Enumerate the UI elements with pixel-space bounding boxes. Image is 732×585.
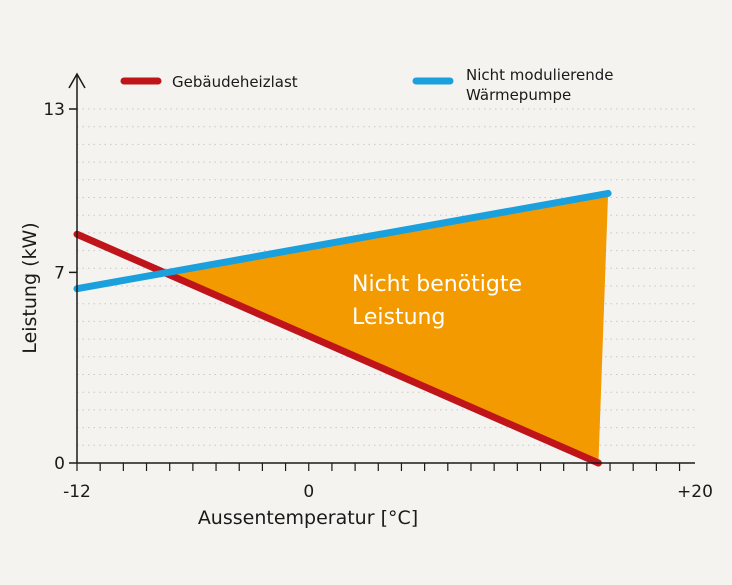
x-tick-label-0: -12 — [63, 482, 91, 502]
x-tick-label-1: 0 — [303, 482, 314, 502]
y-tick-label-1: 7 — [54, 263, 65, 283]
legend-label-heat-load: Gebäudeheizlast — [172, 73, 298, 91]
y-axis-arrow — [68, 72, 86, 89]
y-axis-title: Leistung (kW) — [19, 222, 41, 353]
axes — [68, 72, 695, 471]
legend: Gebäudeheizlast Nicht modulierende Wärme… — [120, 66, 614, 104]
x-axis-title: Aussentemperatur [°C] — [198, 507, 418, 529]
area-label-line2: Leistung — [352, 305, 445, 330]
x-tick-label-2: +20 — [677, 482, 713, 502]
y-tick-label-2: 13 — [43, 100, 65, 120]
series-line-1 — [73, 189, 612, 293]
legend-label-heat-pump-line1: Nicht modulierende — [466, 66, 614, 84]
tick-labels: 0 7 13 -12 0 +20 — [43, 100, 713, 502]
series-lines — [73, 189, 612, 467]
legend-label-heat-pump-line2: Wärmepumpe — [466, 86, 571, 104]
y-tick-label-0: 0 — [54, 454, 65, 474]
unneeded-power-area — [165, 193, 609, 463]
area-label-line1: Nicht benötigte — [352, 272, 522, 297]
